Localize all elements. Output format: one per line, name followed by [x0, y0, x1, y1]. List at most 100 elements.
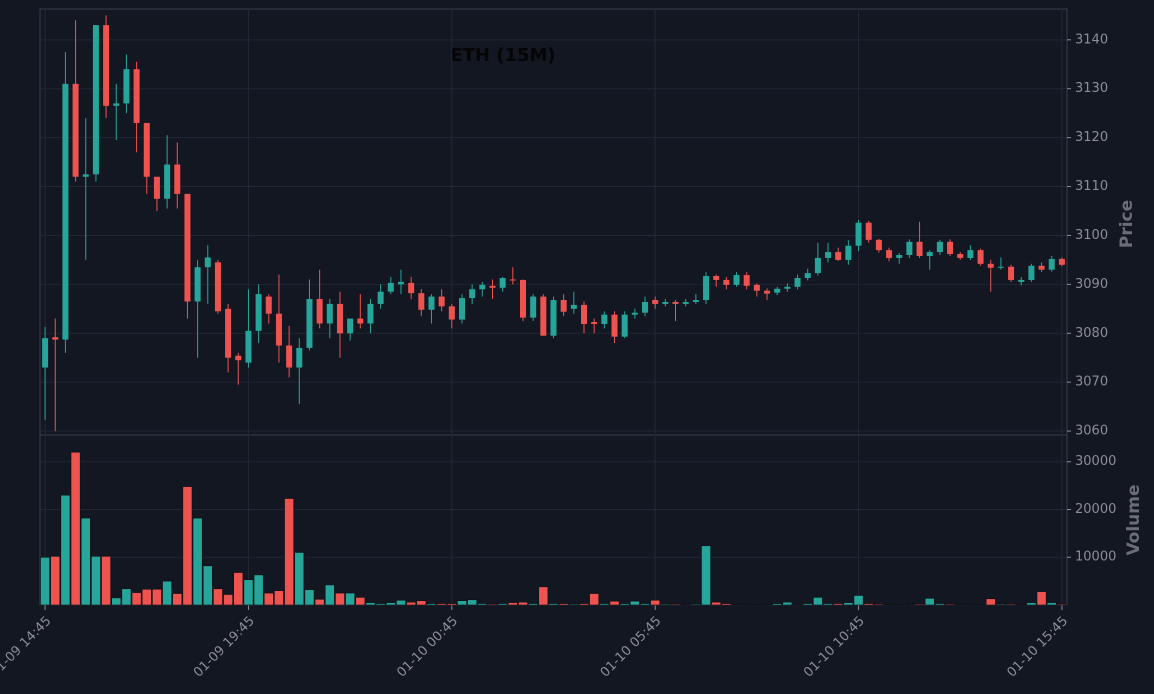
candle-body	[357, 318, 364, 324]
volume-tick-label: 30000	[1075, 454, 1116, 469]
volume-bar	[1006, 603, 1016, 606]
volume-bar	[528, 603, 539, 606]
candle-body	[896, 255, 903, 258]
volume-bar	[304, 589, 315, 606]
volume-bar	[324, 584, 335, 606]
volume-bar	[1057, 603, 1067, 606]
volume-bar	[40, 556, 50, 606]
candle-body	[570, 304, 577, 309]
candle-body	[1058, 258, 1065, 265]
candle-body	[194, 267, 201, 302]
candle-body	[926, 252, 933, 256]
volume-bar	[50, 555, 61, 606]
candle-body	[652, 300, 659, 304]
candle-body	[733, 275, 740, 285]
volume-bar	[202, 565, 213, 606]
y-tick-label: 3130	[1075, 81, 1108, 96]
volume-bar	[243, 579, 254, 606]
volume-bar	[660, 603, 671, 606]
volume-bar	[213, 588, 223, 606]
candle-body	[611, 314, 618, 337]
candle-body	[397, 281, 404, 285]
candle-body	[367, 303, 374, 324]
volume-tick-label: 20000	[1075, 502, 1116, 517]
volume-bar	[589, 593, 600, 606]
y-axis-label: Price	[1117, 200, 1137, 248]
candle-body	[936, 241, 943, 253]
candle-body	[814, 257, 821, 274]
candle-body	[743, 275, 750, 286]
volume-bar	[172, 593, 183, 606]
volume-bar	[436, 603, 447, 606]
candle-body	[642, 301, 649, 313]
candle-body	[296, 347, 303, 368]
volume-bar	[568, 603, 579, 606]
candle-body	[875, 239, 882, 251]
candle-body	[1048, 258, 1055, 270]
candle-body	[530, 296, 537, 318]
candle-body	[336, 303, 343, 334]
volume-bar	[497, 603, 508, 606]
volume-bar	[345, 592, 356, 606]
candle-body	[113, 103, 120, 106]
volume-bar	[192, 517, 203, 606]
candle-body	[845, 245, 852, 260]
candle-body	[265, 296, 272, 314]
candle-body	[855, 222, 862, 246]
candle-body	[1028, 265, 1035, 280]
volume-bar	[518, 601, 528, 606]
candle-body	[794, 278, 801, 287]
candle-body	[692, 300, 699, 302]
candle-body	[347, 318, 354, 334]
candle-body	[377, 291, 384, 304]
candle-body	[753, 284, 760, 291]
volume-bar	[629, 600, 640, 606]
candle-body	[42, 338, 49, 368]
volume-bar	[609, 600, 620, 606]
candle-body	[662, 301, 669, 304]
candle-body	[550, 300, 557, 336]
candle-body	[438, 296, 445, 307]
candle-body	[764, 290, 771, 294]
volume-bar	[162, 580, 172, 606]
candle-body	[682, 301, 689, 304]
y-tick-label: 3120	[1075, 130, 1108, 145]
volume-bar	[507, 602, 518, 606]
volume-bar	[375, 603, 386, 606]
candle-body	[306, 299, 313, 348]
candle-body	[509, 279, 516, 281]
volume-bar	[833, 603, 844, 606]
candle-body	[825, 252, 832, 258]
candle-body	[886, 250, 893, 258]
volume-tick-label: 10000	[1075, 550, 1116, 565]
candle-body	[987, 263, 994, 268]
volume-bar	[365, 602, 376, 606]
volume-bar	[426, 603, 437, 606]
candle-body	[804, 273, 811, 279]
candle-body	[143, 122, 150, 177]
volume-bar	[782, 601, 793, 606]
candle-body	[275, 313, 282, 346]
candle-body	[723, 279, 730, 285]
candle-body	[621, 314, 628, 337]
volume-bar	[619, 603, 630, 606]
volume-bar	[802, 603, 813, 606]
volume-bar	[406, 601, 417, 606]
volume-bar	[253, 574, 264, 606]
volume-bar	[701, 545, 711, 606]
candle-body	[52, 337, 59, 340]
volume-bar	[223, 594, 233, 606]
volume-bar	[263, 592, 274, 606]
candle-body	[255, 294, 262, 331]
y-tick-label: 3070	[1075, 375, 1108, 390]
candle-body	[62, 83, 69, 340]
volume-bar	[924, 598, 935, 606]
volume-bar	[111, 597, 122, 606]
candle-body	[519, 279, 526, 318]
volume-bar	[314, 598, 325, 606]
volume-axis-label: Volume	[1124, 484, 1144, 555]
volume-bar	[467, 599, 478, 606]
volume-bar	[477, 603, 488, 606]
